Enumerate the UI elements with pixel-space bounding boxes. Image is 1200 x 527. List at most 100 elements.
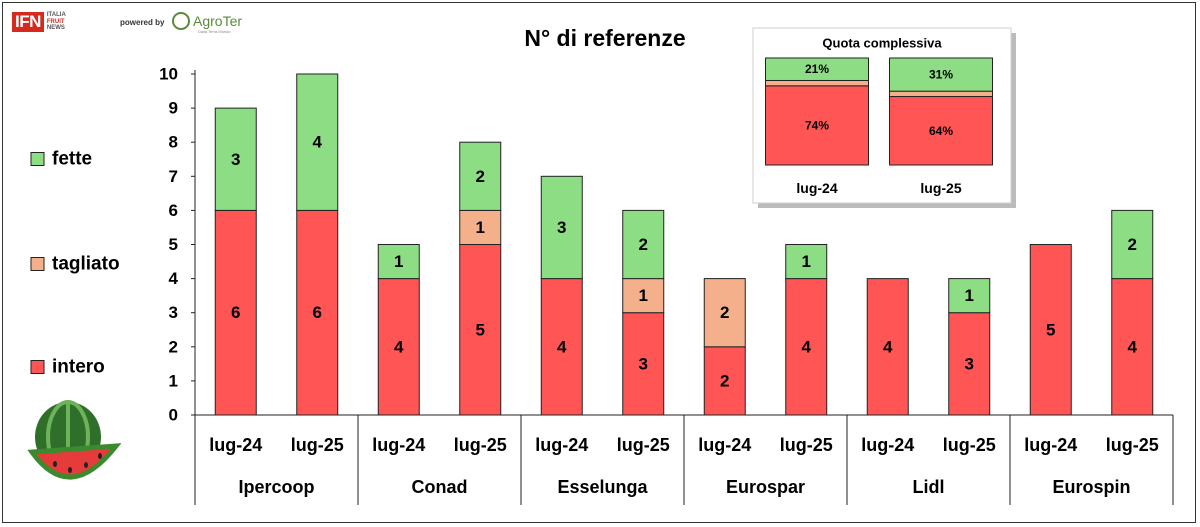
agroter-logo-text: AgroTer	[193, 13, 243, 29]
inset-bar-intero	[889, 96, 993, 166]
watermelon-seed	[98, 453, 102, 459]
y-tick-label: 3	[169, 303, 178, 322]
inset-x-label: lug-25	[920, 180, 961, 196]
bar-fette	[214, 107, 257, 211]
data-label-intero: 3	[639, 354, 648, 373]
legend-swatch-tagliato	[30, 257, 45, 271]
data-label-fette: 4	[313, 133, 323, 152]
group-label: Esselunga	[557, 477, 648, 497]
bar-intero	[785, 278, 828, 416]
group-label: Eurospar	[726, 477, 805, 497]
bar-fette	[622, 209, 665, 280]
y-tick-label: 8	[169, 133, 178, 152]
bar-fette	[296, 73, 339, 211]
x-tick-label: lug-25	[943, 435, 996, 455]
agroter-mark-icon	[172, 12, 190, 30]
ifn-sub-line: ITALIA	[46, 12, 66, 19]
bar-intero	[1111, 278, 1154, 416]
data-label-intero: 5	[476, 320, 485, 339]
bar-intero	[459, 244, 502, 416]
data-label-tagliato: 2	[720, 303, 729, 322]
ifn-logo-subtitle: ITALIA FRUIT NEWS	[47, 12, 66, 32]
legend-label-intero: intero	[52, 357, 105, 378]
data-label-fette: 3	[231, 150, 240, 169]
powered-by-label: powered by	[120, 18, 165, 27]
group-label: Ipercoop	[238, 477, 314, 497]
x-tick-label: lug-25	[617, 435, 670, 455]
bar-intero	[703, 346, 746, 416]
inset-data-label-intero: 64%	[929, 124, 953, 138]
y-tick-label: 4	[169, 269, 179, 288]
legend-label-tagliato: tagliato	[52, 254, 120, 275]
data-label-fette: 1	[965, 286, 974, 305]
bar-fette	[459, 141, 502, 211]
data-label-tagliato: 1	[476, 218, 485, 237]
data-label-intero: 6	[231, 303, 240, 322]
data-label-fette: 1	[802, 252, 811, 271]
watermelon-icon	[27, 400, 122, 480]
group-label: Eurospin	[1052, 477, 1130, 497]
inset-bar-fette	[889, 57, 993, 92]
bar-intero	[214, 209, 257, 416]
data-label-intero: 4	[557, 337, 567, 356]
y-tick-label: 5	[169, 235, 178, 254]
bar-intero	[1029, 244, 1072, 416]
x-tick-label: lug-25	[454, 435, 507, 455]
data-label-intero: 4	[1128, 337, 1138, 356]
data-label-fette: 3	[557, 218, 566, 237]
data-label-fette: 2	[1128, 235, 1137, 254]
data-label-intero: 5	[1046, 320, 1055, 339]
data-label-intero: 2	[720, 371, 729, 390]
y-tick-label: 10	[159, 65, 178, 84]
watermelon-seed	[68, 467, 72, 473]
x-tick-label: lug-25	[291, 435, 344, 455]
bar-intero	[377, 278, 420, 416]
data-label-intero: 4	[883, 337, 893, 356]
x-tick-label: lug-24	[372, 435, 425, 455]
legend-swatch-fette	[30, 152, 45, 166]
bar-fette	[1111, 209, 1154, 280]
data-label-fette: 2	[639, 235, 648, 254]
bar-tagliato	[459, 209, 502, 245]
inset-x-label: lug-24	[796, 180, 837, 196]
watermelon-slice	[27, 443, 122, 480]
bar-intero	[948, 312, 991, 416]
y-tick-label: 7	[169, 167, 178, 186]
bar-fette	[948, 278, 991, 314]
agroter-tagline: Dalla Terra Mondo	[198, 29, 231, 34]
legend-label-fette: fette	[52, 149, 92, 170]
x-tick-label: lug-25	[1106, 435, 1159, 455]
x-tick-label: lug-24	[535, 435, 588, 455]
data-label-intero: 3	[965, 354, 974, 373]
ifn-sub-line: FRUIT	[46, 18, 65, 25]
inset-bar-tagliato	[765, 79, 869, 87]
x-tick-label: lug-24	[698, 435, 751, 455]
x-tick-label: lug-24	[861, 435, 914, 455]
data-label-intero: 4	[394, 337, 404, 356]
ifn-logo-text: IFN	[12, 12, 44, 32]
inset-data-label-fette: 21%	[805, 62, 829, 76]
legend-swatch-intero	[30, 360, 45, 374]
inset-bar-tagliato	[889, 90, 993, 98]
group-label: Lidl	[913, 477, 945, 497]
data-label-fette: 2	[476, 167, 485, 186]
chart-title: N° di referenze	[524, 25, 685, 51]
data-label-tagliato: 1	[639, 286, 648, 305]
y-tick-label: 6	[169, 201, 178, 220]
inset-bar-fette	[765, 57, 869, 81]
bar-intero	[866, 278, 909, 416]
agroter-logo: AgroTer Dalla Terra Mondo	[172, 12, 243, 34]
y-tick-label: 1	[169, 371, 178, 390]
x-tick-label: lug-25	[780, 435, 833, 455]
group-label: Conad	[412, 477, 468, 497]
inset-title: Quota complessiva	[822, 36, 942, 51]
inset-data-label-fette: 31%	[929, 68, 953, 82]
data-label-intero: 6	[313, 303, 322, 322]
data-label-fette: 1	[394, 252, 403, 271]
x-tick-label: lug-24	[1024, 435, 1077, 455]
bar-fette	[785, 244, 828, 280]
bar-tagliato	[703, 278, 746, 348]
inset-data-label-intero: 74%	[805, 118, 829, 132]
ifn-logo: IFN ITALIA FRUIT NEWS	[12, 12, 66, 32]
